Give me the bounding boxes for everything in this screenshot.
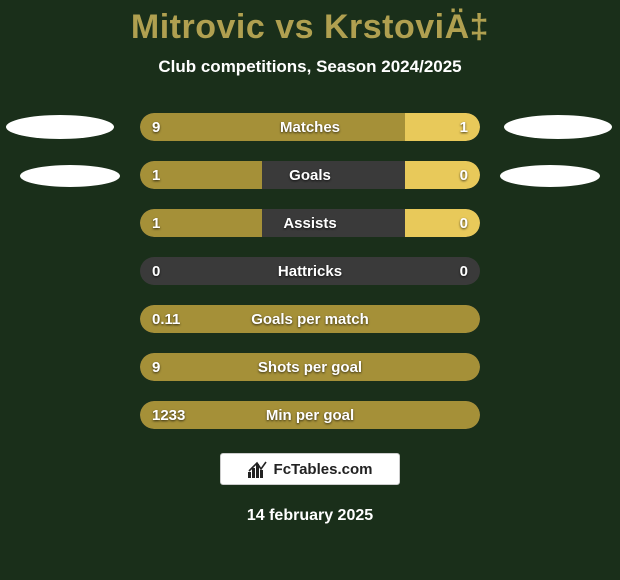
stat-value-left: 1 xyxy=(140,167,200,184)
stat-value-left: 9 xyxy=(140,359,200,376)
comparison-subtitle: Club competitions, Season 2024/2025 xyxy=(158,57,461,77)
stat-row-assists: 1 Assists 0 xyxy=(140,209,480,237)
stat-label: Assists xyxy=(200,215,420,232)
stat-label: Hattricks xyxy=(200,263,420,280)
stat-value-right: 1 xyxy=(420,119,480,136)
stat-row-shots-per-goal: 9 Shots per goal xyxy=(140,353,480,381)
stat-value-right: 0 xyxy=(420,263,480,280)
player-left-marker-2 xyxy=(20,165,120,187)
stat-value-left: 1233 xyxy=(140,407,200,424)
stat-value-left: 0 xyxy=(140,263,200,280)
stat-row-min-per-goal: 1233 Min per goal xyxy=(140,401,480,429)
stat-value-left: 9 xyxy=(140,119,200,136)
player-right-marker-2 xyxy=(500,165,600,187)
stat-value-right: 0 xyxy=(420,215,480,232)
stat-value-right: 0 xyxy=(420,167,480,184)
stats-chart: 9 Matches 1 1 Goals 0 1 Assists 0 0 Hatt… xyxy=(0,113,620,429)
player-right-marker-1 xyxy=(504,115,612,139)
player-left-marker-1 xyxy=(6,115,114,139)
stat-label: Min per goal xyxy=(200,407,420,424)
stat-label: Goals per match xyxy=(200,311,420,328)
stat-label: Matches xyxy=(200,119,420,136)
stat-label: Goals xyxy=(200,167,420,184)
bars-icon xyxy=(248,460,268,478)
stat-row-goals-per-match: 0.11 Goals per match xyxy=(140,305,480,333)
stat-row-matches: 9 Matches 1 xyxy=(140,113,480,141)
stat-value-left: 0.11 xyxy=(140,311,200,328)
source-badge[interactable]: FcTables.com xyxy=(220,453,400,485)
date-label: 14 february 2025 xyxy=(247,507,373,525)
stat-row-hattricks: 0 Hattricks 0 xyxy=(140,257,480,285)
source-badge-text: FcTables.com xyxy=(274,461,373,478)
comparison-title: Mitrovic vs KrstoviÄ‡ xyxy=(131,8,489,47)
stat-value-left: 1 xyxy=(140,215,200,232)
stat-row-goals: 1 Goals 0 xyxy=(140,161,480,189)
stat-label: Shots per goal xyxy=(200,359,420,376)
